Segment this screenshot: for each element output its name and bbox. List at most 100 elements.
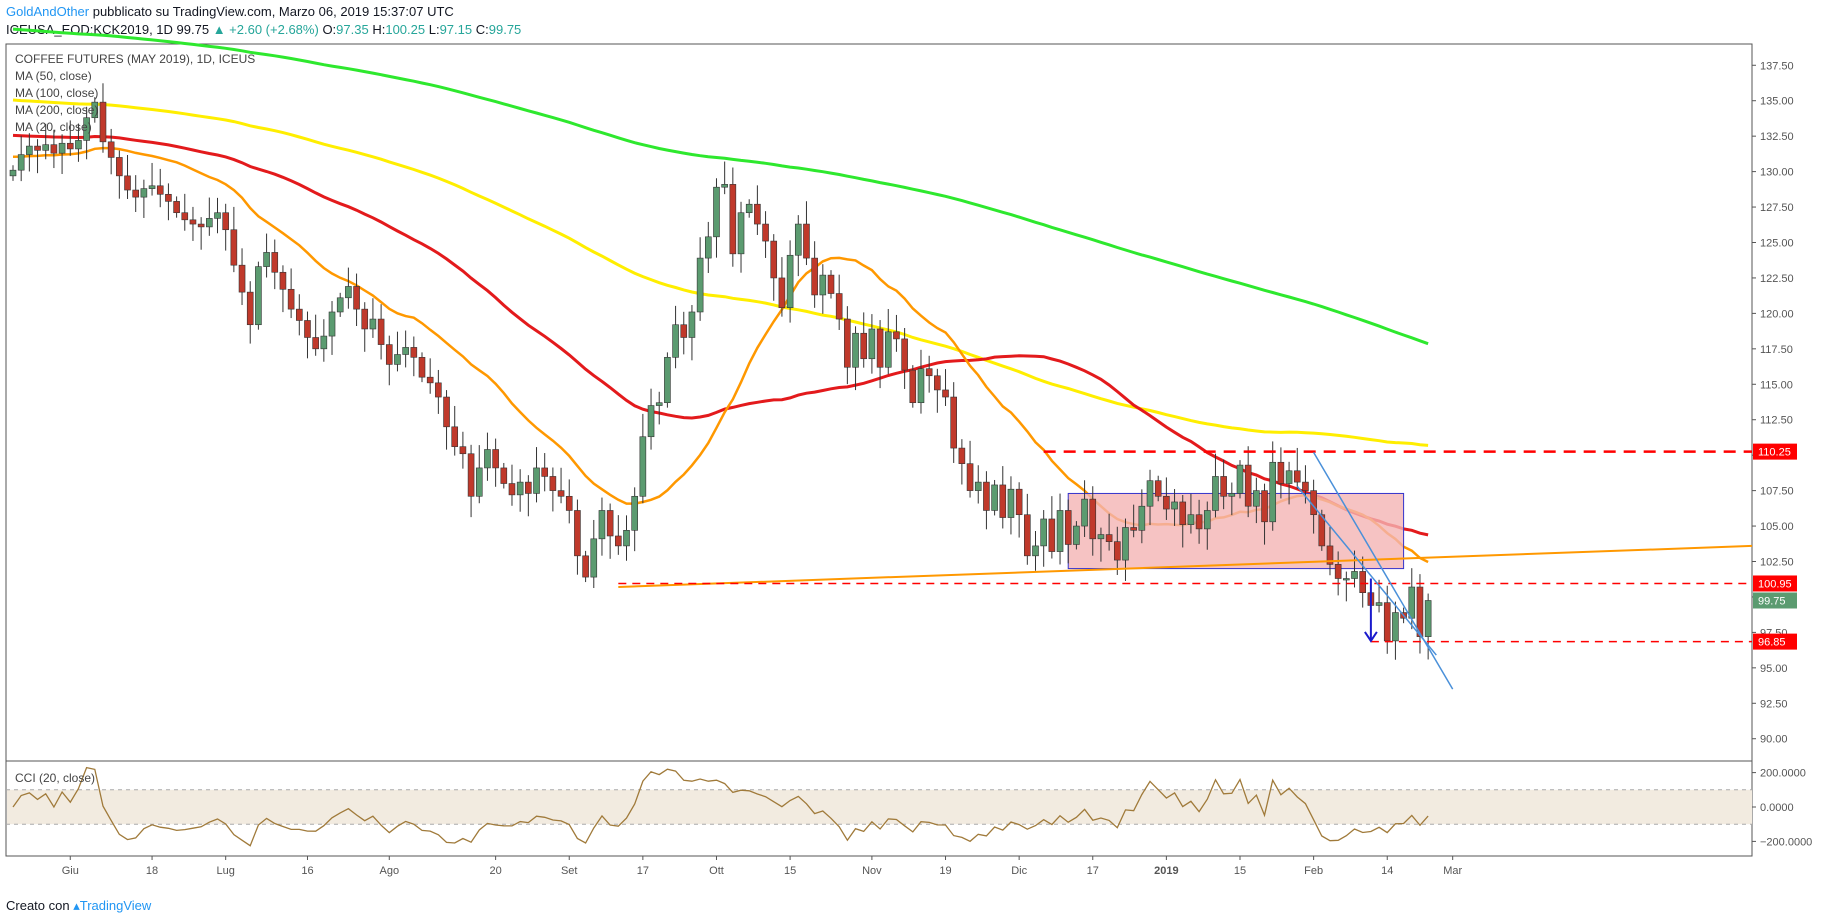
chart-frame bbox=[5, 43, 1753, 857]
candle-body bbox=[950, 396, 958, 449]
candle-body bbox=[75, 140, 82, 150]
price-tag-label: 100.95 bbox=[1758, 578, 1792, 590]
publish-info: GoldAndOther pubblicato su TradingView.c… bbox=[6, 4, 454, 19]
candle-body bbox=[852, 332, 859, 368]
candle-body bbox=[647, 405, 655, 438]
candle-body bbox=[1007, 488, 1015, 518]
candle-body bbox=[696, 257, 704, 313]
candle-body bbox=[1171, 501, 1178, 510]
price-tag-label: 99.75 bbox=[1758, 595, 1786, 607]
candle-body bbox=[1064, 510, 1072, 545]
legend-title: COFFEE FUTURES (MAY 2019), 1D, ICEUS bbox=[15, 52, 255, 66]
cci-line bbox=[12, 766, 1429, 847]
time-axis: Giu 18 Lug 16 Ago 20 Set 17 Ott 15 Nov 19 Dic 17 2019 1… bbox=[62, 856, 1462, 877]
price-tag bbox=[1753, 592, 1797, 609]
y-tick-label: 135.00 bbox=[1760, 96, 1794, 108]
candle-body bbox=[1261, 490, 1268, 523]
candle-body bbox=[148, 185, 156, 189]
legend-ma200[interactable]: MA (200, close) bbox=[15, 103, 98, 117]
candle-body bbox=[819, 274, 827, 296]
channel-lower-line[interactable] bbox=[1296, 485, 1437, 656]
candle-body bbox=[606, 510, 614, 537]
candle-body bbox=[1146, 480, 1154, 507]
candle-body bbox=[1138, 505, 1146, 531]
open-value: 97.35 bbox=[336, 22, 369, 37]
candle-body bbox=[1343, 578, 1350, 581]
ohlc-header: ICEUSA_EOD:KCK2019, 1D 99.75 ▲ +2.60 (+2… bbox=[6, 22, 522, 37]
x-tick-label: Ago bbox=[379, 865, 399, 877]
trend-line[interactable] bbox=[618, 544, 1753, 589]
candle-body bbox=[9, 169, 17, 177]
legend-ma20[interactable]: MA (20, close) bbox=[15, 120, 92, 134]
cci-tick-label: −200.0000 bbox=[1760, 836, 1812, 848]
candle-body bbox=[173, 201, 180, 214]
candle-body bbox=[58, 142, 66, 154]
cci-pane: 200.0000 0.0000 −200.0000 bbox=[6, 766, 1812, 848]
price-tag-label: 96.85 bbox=[1758, 637, 1786, 649]
legend: COFFEE FUTURES (MAY 2019), 1D, ICEUS MA … bbox=[15, 52, 255, 785]
candle-body bbox=[1383, 602, 1391, 642]
legend-cci[interactable]: CCI (20, close) bbox=[15, 771, 95, 785]
tradingview-link[interactable]: TradingView bbox=[79, 898, 152, 913]
candle-body bbox=[1277, 461, 1285, 484]
candle-body bbox=[1302, 481, 1309, 491]
candle-body bbox=[287, 288, 295, 310]
candle-body bbox=[66, 142, 74, 150]
candle-body bbox=[737, 212, 745, 255]
candle-body bbox=[238, 264, 246, 293]
candle-body bbox=[991, 484, 998, 511]
price-tag bbox=[1753, 443, 1797, 460]
channel-upper-line[interactable] bbox=[1312, 451, 1454, 690]
candle-body bbox=[901, 338, 908, 371]
target-arrowhead-icon bbox=[1364, 631, 1378, 643]
candle-body bbox=[34, 145, 41, 151]
footer: Creato con ▴TradingView bbox=[6, 898, 151, 914]
candle-body bbox=[369, 318, 377, 330]
candle-body bbox=[868, 328, 876, 360]
candle-body bbox=[255, 266, 262, 326]
candle-body bbox=[1408, 586, 1416, 619]
candle-body bbox=[336, 297, 344, 313]
y-tick-label: 130.00 bbox=[1760, 167, 1794, 179]
candle-body bbox=[353, 286, 360, 310]
price-tag bbox=[1753, 633, 1797, 650]
tradingview-logo-icon[interactable]: ▴ bbox=[73, 898, 80, 913]
candle-body bbox=[165, 193, 172, 202]
author-link[interactable]: GoldAndOther bbox=[6, 4, 90, 19]
candle-body bbox=[492, 449, 499, 469]
last-price: 99.75 bbox=[176, 22, 210, 37]
candle-body bbox=[459, 446, 467, 455]
legend-ma50[interactable]: MA (50, close) bbox=[15, 69, 92, 83]
legend-ma100[interactable]: MA (100, close) bbox=[15, 86, 98, 100]
candle-body bbox=[598, 510, 606, 540]
candle-body bbox=[917, 368, 925, 404]
candle-body bbox=[1024, 514, 1031, 557]
candle-body bbox=[1015, 488, 1023, 516]
candle-body bbox=[435, 382, 442, 398]
candle-body bbox=[246, 291, 254, 326]
y-tick-label: 107.50 bbox=[1760, 486, 1794, 498]
x-tick-label: Lug bbox=[217, 865, 235, 877]
candle-body bbox=[590, 538, 598, 578]
candle-body bbox=[942, 389, 949, 398]
created-with: Creato con bbox=[6, 898, 74, 913]
candle-body bbox=[230, 229, 238, 266]
candle-body bbox=[958, 447, 966, 464]
candle-body bbox=[680, 324, 688, 338]
candle-body bbox=[320, 335, 328, 350]
candle-body bbox=[377, 318, 385, 345]
candle-body bbox=[876, 328, 884, 368]
candle-body bbox=[410, 347, 418, 358]
candle-body bbox=[1285, 470, 1293, 484]
candle-body bbox=[1040, 518, 1047, 547]
x-tick-label: 2019 bbox=[1154, 865, 1178, 877]
y-tick-label: 122.50 bbox=[1760, 273, 1794, 285]
candle-body bbox=[1416, 586, 1424, 637]
candle-body bbox=[1032, 545, 1039, 557]
candle-body bbox=[312, 337, 319, 350]
x-tick-label: Dic bbox=[1011, 865, 1027, 877]
x-tick-label: 17 bbox=[637, 865, 649, 877]
y-tick-label: 112.50 bbox=[1760, 415, 1793, 427]
y-tick-label: 90.00 bbox=[1760, 734, 1788, 746]
